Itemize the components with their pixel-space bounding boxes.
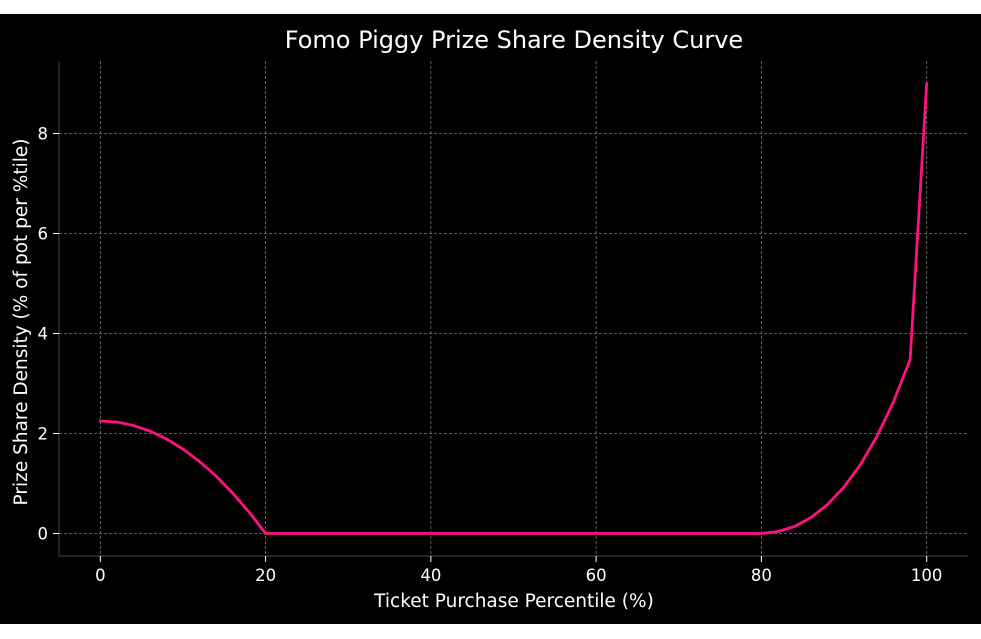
x-axis-label: Ticket Purchase Percentile (%) [373,591,654,612]
grid-lines [59,61,968,556]
y-tick-label: 6 [38,225,49,244]
x-tick-label: 100 [911,566,943,585]
x-tick-label: 60 [586,566,607,585]
x-tick-label: 0 [95,566,106,585]
chart-figure: Fomo Piggy Prize Share Density Curve Tic… [0,14,981,624]
axis-spines [58,61,968,557]
density-series-line [98,82,929,535]
x-tick-label: 80 [751,566,772,585]
y-tick-label: 0 [38,525,49,544]
tick-marks [53,133,928,562]
density-chart: Fomo Piggy Prize Share Density Curve Tic… [11,26,968,612]
y-tick-label: 4 [38,325,49,344]
x-tick-label: 40 [420,566,441,585]
chart-title: Fomo Piggy Prize Share Density Curve [285,26,743,54]
y-axis-label: Prize Share Density (% of pot per %tile) [11,139,32,506]
y-tick-label: 2 [38,425,49,444]
x-tick-label: 20 [255,566,276,585]
y-tick-label: 8 [38,125,49,144]
series-lines [98,82,929,535]
